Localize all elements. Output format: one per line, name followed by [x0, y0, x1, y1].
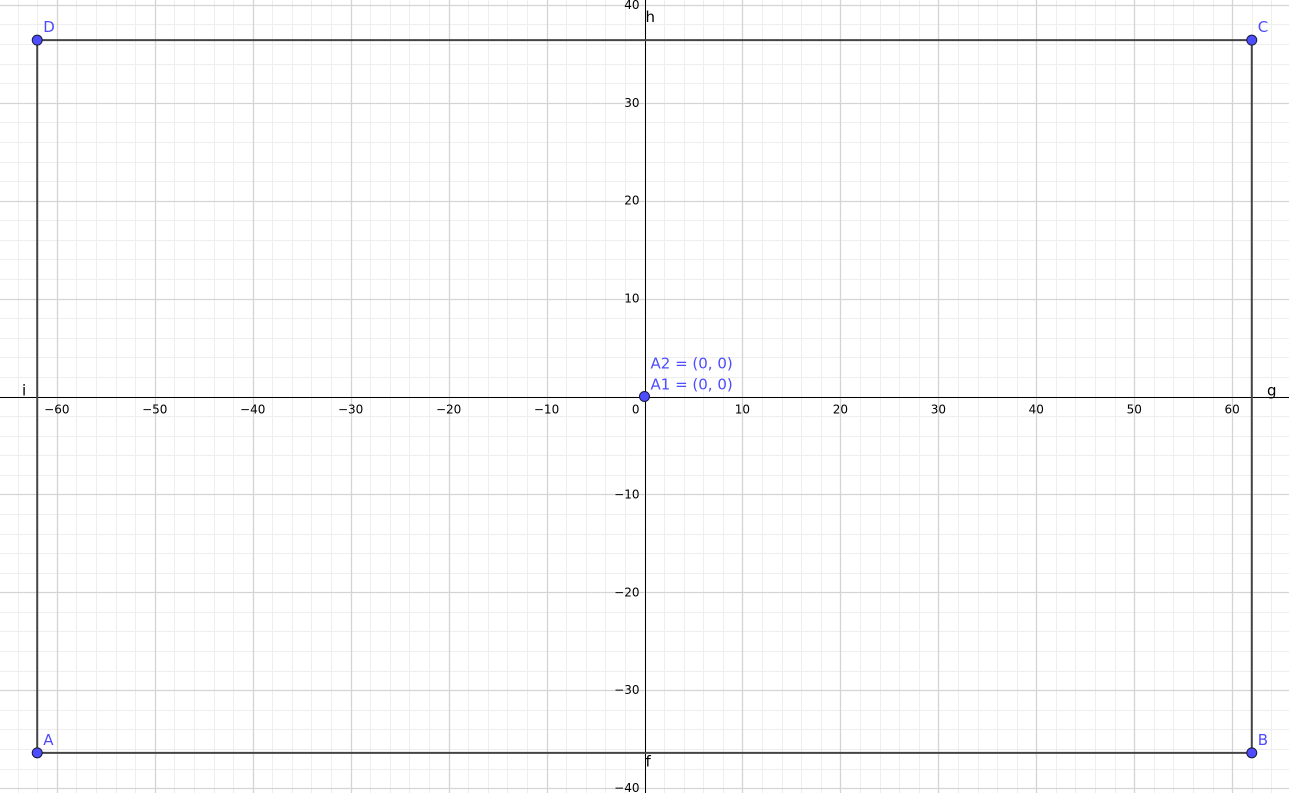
y-tick-label: 40 [624, 0, 639, 12]
x-tick-label: 60 [1225, 403, 1240, 417]
point-a[interactable] [31, 747, 43, 759]
y-tick-label: 20 [624, 194, 639, 208]
x-tick-label: −20 [436, 403, 461, 417]
y-tick-label: −20 [614, 585, 639, 599]
x-tick-label: −50 [142, 403, 167, 417]
x-tick-label: 50 [1127, 403, 1142, 417]
point-label-a2[interactable]: A2 = (0, 0) [651, 355, 733, 373]
x-tick-label: −60 [44, 403, 69, 417]
segment-label-g: g [1267, 382, 1277, 400]
segment-label-h: h [646, 8, 656, 26]
point-label-a[interactable]: A [43, 731, 54, 749]
point-label-c[interactable]: C [1258, 18, 1268, 36]
point-a1[interactable] [639, 391, 650, 402]
point-label-a1[interactable]: A1 = (0, 0) [651, 376, 733, 394]
x-tick-labels: −60 −50 −40 −30 −20 −10 10 20 30 40 50 60 [44, 403, 1240, 417]
x-tick-label: 20 [833, 403, 848, 417]
x-tick-label: −40 [240, 403, 265, 417]
y-tick-label: 10 [624, 292, 639, 306]
x-tick-label: 10 [735, 403, 750, 417]
y-tick-label: −40 [614, 781, 639, 793]
points: A B C D [31, 18, 1268, 759]
y-tick-label: −30 [614, 683, 639, 697]
x-tick-label: −10 [534, 403, 559, 417]
y-tick-label: −10 [614, 487, 639, 501]
segment-label-f: f [646, 753, 652, 771]
point-label-d[interactable]: D [43, 18, 55, 36]
segments: f g h i [22, 8, 1277, 771]
point-c[interactable] [1246, 34, 1258, 46]
x-tick-label: 40 [1029, 403, 1044, 417]
point-label-b[interactable]: B [1258, 731, 1268, 749]
point-d[interactable] [31, 34, 43, 46]
x-tick-label: 30 [931, 403, 946, 417]
y-tick-labels: −40 −30 −20 −10 10 20 30 40 [614, 0, 639, 793]
origin-tick-label: 0 [632, 403, 640, 417]
segment-label-i: i [22, 382, 26, 400]
point-b[interactable] [1246, 747, 1258, 759]
x-tick-label: −30 [338, 403, 363, 417]
y-tick-label: 30 [624, 96, 639, 110]
